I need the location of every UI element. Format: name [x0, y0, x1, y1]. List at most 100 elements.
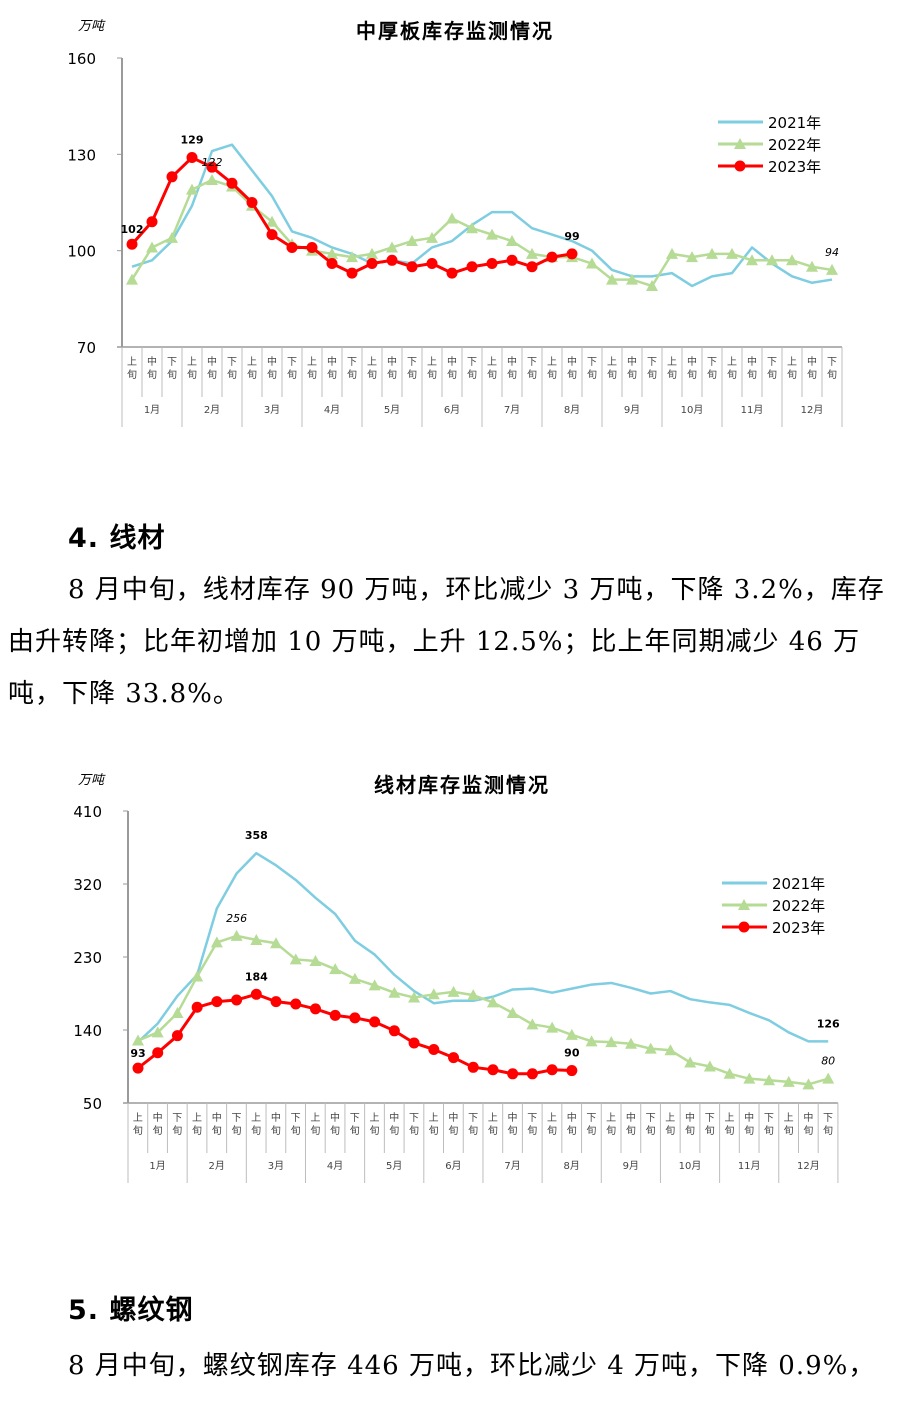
triangle-marker-icon — [166, 231, 178, 243]
data-label: 256 — [226, 912, 247, 925]
circle-marker-icon — [250, 988, 262, 1000]
triangle-marker-icon — [266, 215, 278, 227]
x-month-label: 1月 — [149, 1160, 165, 1172]
x-period-label: 中 — [389, 1111, 399, 1124]
x-period-label: 旬 — [153, 1124, 163, 1137]
x-period-label: 旬 — [310, 1124, 320, 1137]
x-period-label: 旬 — [350, 1124, 360, 1137]
data-label: 93 — [130, 1047, 145, 1060]
x-month-label: 10月 — [681, 404, 704, 416]
x-period-label: 旬 — [527, 1124, 537, 1137]
x-period-label: 旬 — [547, 1124, 557, 1137]
x-period-label: 旬 — [429, 1124, 439, 1137]
circle-marker-icon — [329, 1009, 341, 1021]
x-period-label: 下 — [764, 1113, 774, 1124]
triangle-marker-icon — [822, 1072, 835, 1084]
x-month-label: 8月 — [564, 404, 580, 416]
x-period-label: 旬 — [291, 1124, 301, 1137]
x-period-label: 旬 — [387, 368, 397, 381]
triangle-marker-icon — [289, 953, 302, 965]
x-period-label: 下 — [527, 357, 537, 368]
triangle-marker-icon — [186, 183, 198, 195]
data-label: 80 — [821, 1055, 835, 1068]
x-month-label: 2月 — [204, 404, 220, 416]
x-period-label: 旬 — [767, 368, 777, 381]
x-period-label: 旬 — [747, 368, 757, 381]
circle-marker-icon — [349, 1012, 361, 1024]
x-month-label: 12月 — [801, 404, 824, 416]
triangle-marker-icon — [526, 1018, 539, 1030]
triangle-marker-icon — [546, 1021, 559, 1033]
chart-wire-rod-inventory: 线材库存监测情况 万吨 50 140 230 320 410 上旬中旬下旬上旬中旬下旬上旬中旬… — [0, 760, 908, 1200]
x-period-label: 旬 — [687, 368, 697, 381]
line-chart: 线材库存监测情况万吨50140230320410上旬中旬下旬上旬中旬下旬上旬中旬… — [73, 773, 840, 1183]
x-period-label: 上 — [487, 356, 497, 368]
x-month-label: 11月 — [738, 1160, 761, 1172]
x-period-label: 中 — [327, 355, 337, 368]
x-period-label: 旬 — [389, 1124, 399, 1137]
x-period-label: 旬 — [646, 1124, 656, 1137]
triangle-marker-icon — [703, 1060, 716, 1072]
x-period-label: 中 — [567, 1111, 577, 1124]
series-2022年 — [126, 174, 838, 291]
x-period-label: 旬 — [803, 1124, 813, 1137]
x-period-label: 下 — [467, 357, 477, 368]
x-period-label: 旬 — [707, 368, 717, 381]
x-period-label: 旬 — [207, 368, 217, 381]
x-period-label: 旬 — [787, 368, 797, 381]
triangle-marker-icon — [146, 241, 158, 253]
circle-marker-icon — [146, 216, 158, 228]
circle-marker-icon — [486, 258, 498, 270]
x-period-label: 上 — [427, 356, 437, 368]
triangle-marker-icon — [270, 937, 283, 949]
data-label: 129 — [181, 134, 204, 147]
x-period-label: 下 — [167, 357, 177, 368]
x-month-label: 7月 — [504, 404, 520, 416]
circle-marker-icon — [546, 1064, 558, 1076]
triangle-marker-icon — [605, 1036, 618, 1048]
x-period-label: 旬 — [744, 1124, 754, 1137]
x-period-label: 上 — [133, 1112, 143, 1124]
circle-marker-icon — [186, 152, 198, 164]
circle-marker-icon — [566, 248, 578, 260]
triangle-marker-icon — [230, 929, 243, 941]
x-period-label: 旬 — [606, 1124, 616, 1137]
x-period-label: 中 — [387, 355, 397, 368]
circle-marker-icon — [388, 1025, 400, 1037]
y-tick-label: 410 — [73, 803, 102, 821]
x-period-label: 旬 — [727, 368, 737, 381]
triangle-marker-icon — [171, 1006, 184, 1018]
x-period-label: 中 — [747, 355, 757, 368]
triangle-marker-icon — [686, 251, 698, 263]
x-period-label: 上 — [607, 356, 617, 368]
x-period-label: 上 — [724, 1112, 734, 1124]
triangle-marker-icon — [706, 247, 718, 259]
triangle-marker-icon — [802, 1078, 815, 1090]
x-period-label: 旬 — [167, 368, 177, 381]
triangle-marker-icon — [626, 273, 638, 285]
x-month-label: 5月 — [386, 1160, 402, 1172]
data-label: 90 — [564, 1047, 580, 1060]
legend: 2021年 2022年 2023年 — [722, 875, 825, 937]
x-period-label: 上 — [192, 1112, 202, 1124]
circle-marker-icon — [467, 1061, 479, 1073]
triangle-marker-icon — [684, 1056, 697, 1068]
x-month-label: 5月 — [384, 404, 400, 416]
x-period-label: 上 — [547, 356, 557, 368]
triangle-marker-icon — [826, 263, 838, 275]
x-period-label: 旬 — [468, 1124, 478, 1137]
x-month-label: 4月 — [327, 1160, 343, 1172]
x-period-label: 下 — [767, 357, 777, 368]
triangle-marker-icon — [782, 1075, 795, 1087]
x-period-label: 旬 — [547, 368, 557, 381]
circle-marker-icon — [446, 267, 458, 279]
circle-marker-icon — [448, 1052, 460, 1064]
legend-label: 2022年 — [772, 897, 825, 915]
x-period-label: 旬 — [192, 1124, 202, 1137]
triangle-marker-icon — [467, 989, 480, 1001]
circle-marker-icon — [546, 251, 558, 263]
x-period-label: 中 — [803, 1111, 813, 1124]
x-period-label: 旬 — [647, 368, 657, 381]
legend-label: 2022年 — [768, 136, 821, 154]
circle-marker-icon — [166, 171, 178, 183]
